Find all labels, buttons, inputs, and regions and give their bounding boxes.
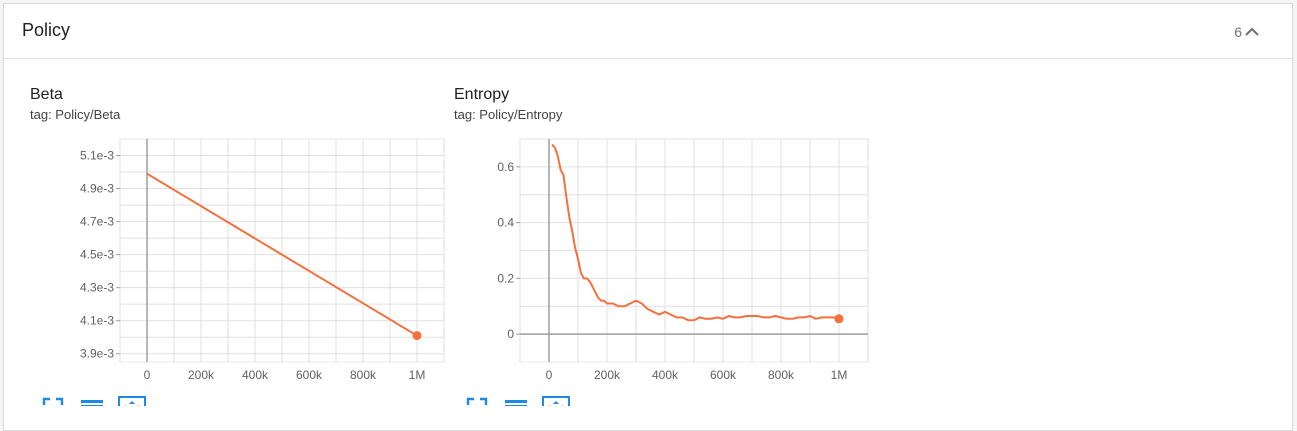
y-tick-label: 4.9e-3 xyxy=(80,182,114,196)
last-point-marker xyxy=(834,314,844,324)
policy-section: Policy 6 Beta tag: Policy/Beta 3.9e-3 4.1… xyxy=(3,3,1293,431)
chart-tag: tag: Policy/Beta xyxy=(30,107,121,122)
x-tick-label: 800k xyxy=(350,368,377,382)
y-tick-label: 0.2 xyxy=(497,271,514,285)
series-line xyxy=(146,172,418,337)
chart-plot[interactable]: 3.9e-3 4.1e-3 4.3e-3 4.5e-3 4.7e-3 4.9e-3 5.1e… xyxy=(30,86,450,406)
chart-card-entropy: Entropy tag: Policy/Entropy 0 0.2 0.4 0.6 0 2… xyxy=(454,86,874,426)
x-tick-label: 0 xyxy=(144,368,151,382)
chart-card-beta: Beta tag: Policy/Beta 3.9e-3 4.1e-3 4.3e-3… xyxy=(30,86,450,426)
chart-title: Beta xyxy=(30,86,63,103)
x-tick-label: 1M xyxy=(831,368,848,382)
y-tick-label: 0 xyxy=(507,327,514,341)
y-tick-label: 3.9e-3 xyxy=(80,347,114,361)
fullscreen-icon[interactable] xyxy=(466,397,488,406)
y-tick-label: 0.6 xyxy=(497,160,514,174)
chart-tag: tag: Policy/Entropy xyxy=(454,107,563,122)
x-tick-label: 600k xyxy=(710,368,737,382)
x-tick-label: 400k xyxy=(652,368,679,382)
x-tick-label: 0 xyxy=(546,368,553,382)
y-tick-label: 4.7e-3 xyxy=(80,215,114,229)
y-tick-label: 0.4 xyxy=(497,216,514,230)
section-title: Policy xyxy=(22,20,71,40)
chevron-up-icon[interactable] xyxy=(1242,22,1262,42)
x-tick-label: 600k xyxy=(296,368,323,382)
y-tick-label: 5.1e-3 xyxy=(80,149,114,163)
chart-plot[interactable]: 0 0.2 0.4 0.6 0 200k 400k 600k 800k 1M xyxy=(454,86,874,406)
series-line xyxy=(551,143,840,322)
x-tick-label: 200k xyxy=(594,368,621,382)
x-tick-label: 800k xyxy=(768,368,795,382)
x-tick-label: 400k xyxy=(242,368,269,382)
last-point-marker xyxy=(412,331,422,341)
list-icon[interactable] xyxy=(81,400,103,406)
section-header[interactable]: Policy 6 xyxy=(4,4,1292,59)
fullscreen-icon[interactable] xyxy=(42,397,64,406)
y-tick-label: 4.5e-3 xyxy=(80,248,114,262)
fit-to-domain-icon[interactable] xyxy=(542,396,570,406)
y-tick-label: 4.1e-3 xyxy=(80,314,114,328)
chart-title: Entropy xyxy=(454,86,510,103)
x-tick-label: 1M xyxy=(409,368,426,382)
list-icon[interactable] xyxy=(505,400,527,406)
fit-to-domain-icon[interactable] xyxy=(118,396,146,406)
section-count: 6 xyxy=(1234,24,1242,40)
y-tick-label: 4.3e-3 xyxy=(80,281,114,295)
x-tick-label: 200k xyxy=(188,368,215,382)
